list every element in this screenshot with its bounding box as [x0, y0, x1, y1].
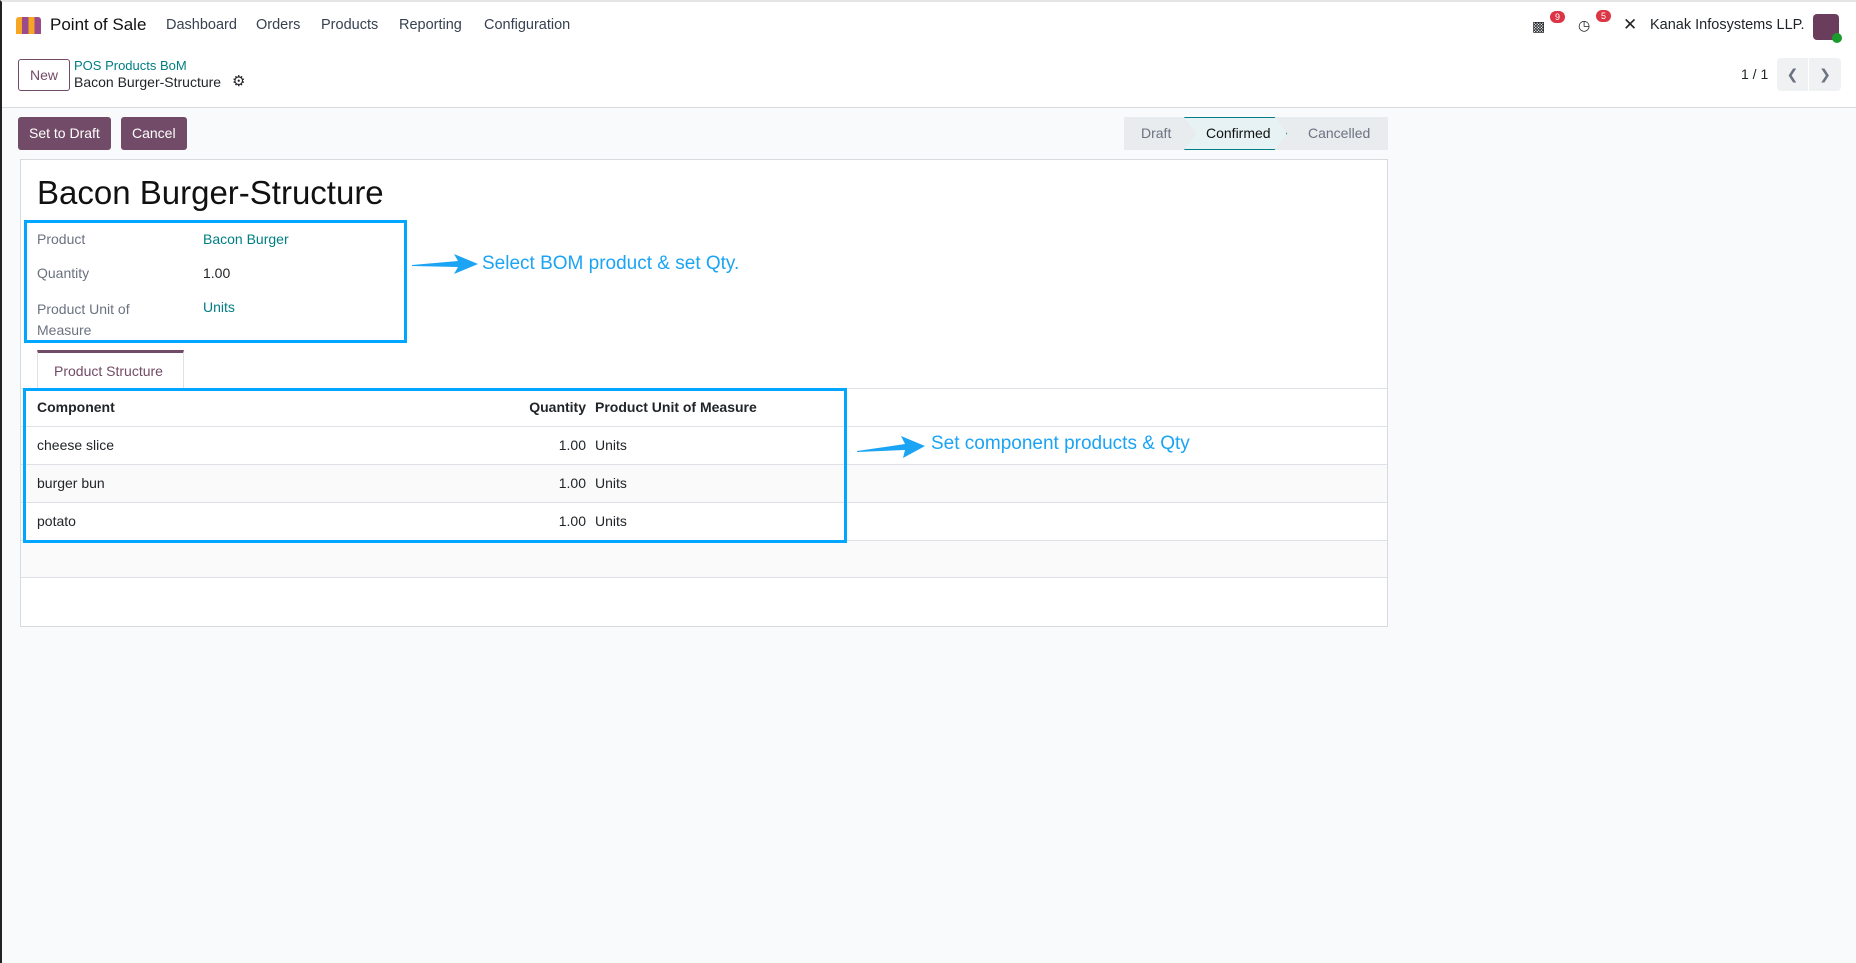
tab-product-structure[interactable]: Product Structure [37, 350, 184, 389]
table-row[interactable]: cheese slice 1.00 Units [21, 426, 1387, 464]
quantity-field[interactable]: 1.00 [203, 265, 231, 281]
highlight-box-components [23, 388, 847, 543]
arrow-icon [857, 436, 925, 458]
clock-icon: ◷ [1578, 17, 1591, 33]
pager-next-button[interactable]: ❯ [1809, 58, 1841, 91]
set-to-draft-button[interactable]: Set to Draft [18, 117, 111, 150]
company-name[interactable]: Kanak Infosystems LLP. [1650, 17, 1805, 33]
new-button[interactable]: New [18, 59, 70, 91]
table-row[interactable]: burger bun 1.00 Units [21, 464, 1387, 502]
product-label: Product [37, 231, 86, 247]
menu-dashboard[interactable]: Dashboard [166, 17, 237, 33]
top-navbar: Point of Sale Dashboard Orders Products … [2, 2, 1856, 50]
messages-button[interactable]: ▩ 9 [1532, 11, 1568, 36]
user-avatar[interactable] [1813, 14, 1842, 43]
gear-icon[interactable]: ⚙ [232, 73, 246, 90]
menu-products[interactable]: Products [321, 17, 379, 33]
uom-label: Product Unit of Measure [37, 301, 130, 338]
header-quantity[interactable]: Quantity [529, 399, 586, 415]
breadcrumb-parent[interactable]: POS Products BoM [74, 58, 187, 73]
status-confirmed[interactable]: Confirmed [1184, 117, 1287, 150]
app-name[interactable]: Point of Sale [50, 15, 147, 34]
quantity-label: Quantity [37, 265, 90, 281]
arrow-icon [412, 254, 478, 274]
activities-button[interactable]: ◷ 5 [1578, 10, 1614, 35]
pager-previous-button[interactable]: ❮ [1777, 58, 1808, 91]
messages-badge: 9 [1550, 11, 1566, 23]
status-bar: Draft Confirmed Cancelled [1124, 117, 1388, 150]
annotation-note-2: Set component products & Qty [931, 433, 1190, 454]
activities-badge: 5 [1596, 10, 1612, 22]
record-title: Bacon Burger-Structure [37, 174, 384, 211]
status-cancelled[interactable]: Cancelled [1308, 125, 1371, 141]
online-status-icon [1832, 33, 1842, 43]
pos-logo-icon[interactable] [16, 17, 41, 34]
highlight-box-header [24, 220, 407, 343]
uom-field[interactable]: Units [203, 299, 235, 315]
status-draft[interactable]: Draft [1141, 125, 1172, 141]
product-field[interactable]: Bacon Burger [203, 231, 289, 247]
menu-configuration[interactable]: Configuration [484, 17, 571, 33]
cancel-button[interactable]: Cancel [121, 117, 187, 150]
annotation-note-1: Select BOM product & set Qty. [482, 253, 740, 274]
pager-value[interactable]: 1 / 1 [1741, 66, 1769, 82]
chat-icon: ▩ [1532, 18, 1546, 34]
header-uom[interactable]: Product Unit of Measure [595, 399, 757, 415]
menu-reporting[interactable]: Reporting [399, 17, 462, 33]
header-component[interactable]: Component [37, 399, 115, 415]
breadcrumb-current: Bacon Burger-Structure [74, 74, 222, 90]
tools-icon[interactable]: ✕ [1623, 15, 1638, 34]
table-row[interactable]: potato 1.00 Units [21, 502, 1387, 540]
table-empty-row [21, 540, 1387, 578]
control-panel: New POS Products BoM Bacon Burger-Struct… [2, 50, 1856, 108]
menu-orders[interactable]: Orders [256, 17, 301, 33]
